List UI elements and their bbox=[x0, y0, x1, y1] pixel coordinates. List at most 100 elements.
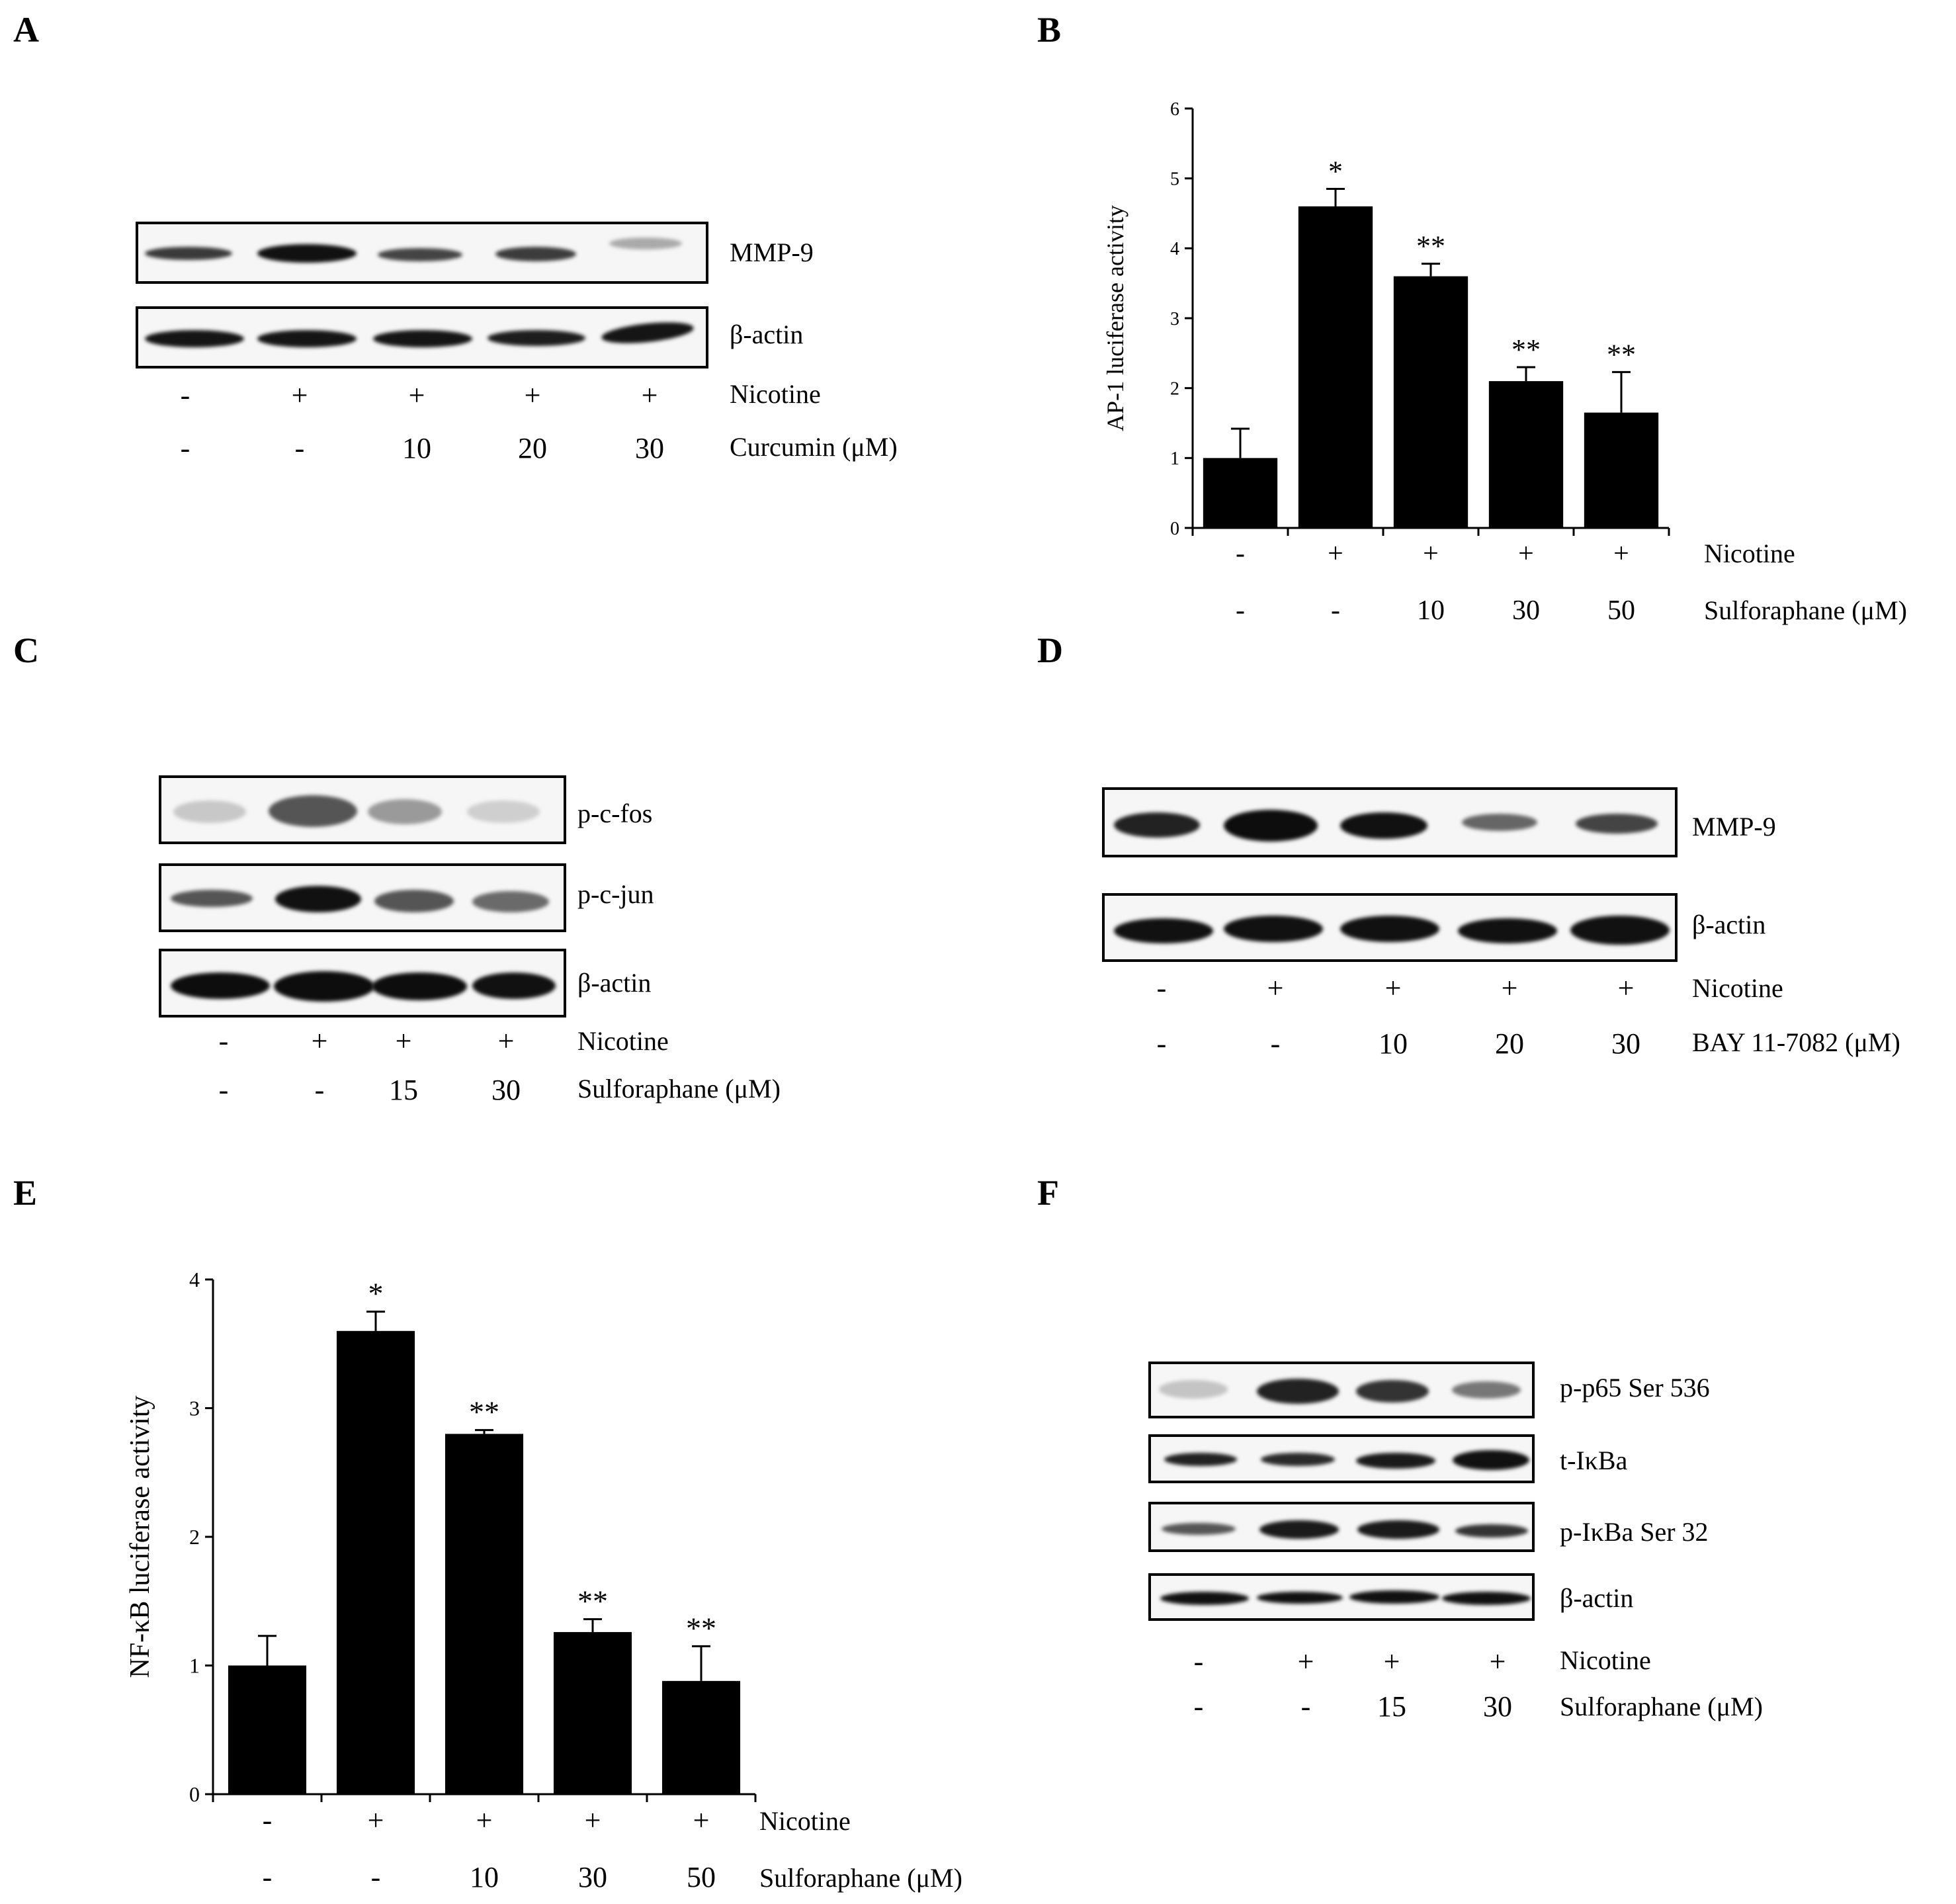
band bbox=[495, 247, 576, 261]
treat-cell: + bbox=[1518, 539, 1534, 569]
blot-c-pcfos bbox=[159, 775, 566, 844]
blot-f-pikba bbox=[1148, 1502, 1535, 1552]
treat-cell: - bbox=[263, 1861, 273, 1893]
panel-letter-f: F bbox=[1037, 1173, 1059, 1213]
blot-label: p-c-jun bbox=[577, 879, 654, 909]
band bbox=[1356, 1380, 1429, 1403]
treat-cell: + bbox=[1501, 972, 1518, 1004]
y-tick-label: 6 bbox=[1170, 99, 1179, 120]
treat-row-label: Nicotine bbox=[1704, 539, 1795, 568]
treat-cell: + bbox=[585, 1804, 601, 1837]
blot-f-actin bbox=[1148, 1573, 1535, 1621]
band bbox=[472, 973, 556, 999]
treat-cell: 30 bbox=[491, 1074, 521, 1106]
treat-cell: - bbox=[371, 1861, 381, 1893]
band bbox=[1261, 1453, 1335, 1466]
band bbox=[600, 318, 695, 347]
treat-cell: - bbox=[294, 432, 305, 464]
band bbox=[373, 330, 472, 347]
band bbox=[1357, 1520, 1439, 1539]
significance-label: ** bbox=[1511, 333, 1541, 366]
treat-row-label: Sulforaphane (μM) bbox=[759, 1863, 962, 1893]
treat-cell: - bbox=[180, 379, 191, 411]
treat-cell: 30 bbox=[635, 432, 664, 464]
y-tick-label: 4 bbox=[1170, 239, 1179, 259]
band bbox=[173, 801, 246, 823]
blot-a-mmp9 bbox=[136, 222, 708, 284]
blot-label: t-IκBa bbox=[1560, 1446, 1628, 1475]
treat-cell: 30 bbox=[578, 1861, 607, 1893]
blot-label: β-actin bbox=[1560, 1583, 1634, 1613]
band bbox=[1159, 1380, 1228, 1399]
treat-cell: - bbox=[1300, 1690, 1311, 1723]
band bbox=[1257, 1592, 1343, 1604]
treat-row-label: Sulforaphane (μM) bbox=[577, 1074, 781, 1103]
band bbox=[1224, 810, 1318, 842]
treat-cell: 15 bbox=[1377, 1690, 1406, 1723]
band bbox=[374, 890, 454, 912]
treat-cell: + bbox=[395, 1025, 412, 1057]
treat-cell: 20 bbox=[1495, 1027, 1524, 1060]
band bbox=[1442, 1592, 1531, 1605]
y-tick-label: 5 bbox=[1170, 169, 1179, 189]
treat-cell: - bbox=[1270, 1027, 1281, 1060]
band bbox=[1114, 918, 1213, 943]
treat-cell: - bbox=[314, 1074, 325, 1106]
treat-row-label: Nicotine bbox=[1692, 973, 1783, 1003]
band bbox=[145, 330, 244, 347]
treat-row-label: Curcumin (μM) bbox=[730, 432, 898, 462]
treat-cell: 10 bbox=[402, 432, 431, 464]
treat-cell: + bbox=[476, 1804, 493, 1837]
bar bbox=[445, 1434, 524, 1794]
treat-cell: - bbox=[218, 1074, 229, 1106]
panel-letter-a: A bbox=[13, 10, 39, 50]
treat-cell: 30 bbox=[1512, 595, 1540, 626]
bar bbox=[553, 1631, 632, 1794]
significance-label: ** bbox=[1607, 338, 1636, 370]
blot-label: β-actin bbox=[577, 968, 652, 998]
blot-d-mmp9 bbox=[1102, 787, 1678, 857]
band bbox=[1356, 1453, 1435, 1469]
treat-cell: - bbox=[1236, 595, 1245, 626]
treat-cell: - bbox=[1156, 972, 1167, 1004]
treat-row-label: Nicotine bbox=[577, 1026, 669, 1056]
treat-cell: + bbox=[408, 379, 425, 411]
y-tick-label: 1 bbox=[1170, 449, 1179, 469]
bar bbox=[1488, 381, 1564, 528]
band bbox=[378, 248, 462, 261]
treat-cell: + bbox=[1489, 1645, 1506, 1678]
y-tick-label: 3 bbox=[189, 1397, 200, 1420]
treat-cell: + bbox=[1383, 1645, 1400, 1678]
significance-label: ** bbox=[1416, 230, 1445, 263]
bar bbox=[336, 1330, 415, 1794]
treat-cell: 20 bbox=[518, 432, 547, 464]
band bbox=[1349, 1590, 1439, 1604]
treat-cell: 10 bbox=[1417, 595, 1445, 626]
band bbox=[1576, 814, 1658, 834]
treat-cell: + bbox=[1384, 972, 1402, 1004]
treat-cell: + bbox=[1267, 972, 1284, 1004]
blot-label: p-IκBa Ser 32 bbox=[1560, 1517, 1709, 1547]
panel-letter-c: C bbox=[13, 630, 39, 670]
band bbox=[372, 973, 467, 1000]
band bbox=[1453, 1450, 1529, 1470]
treat-cell: 50 bbox=[687, 1861, 716, 1893]
blot-f-tikba bbox=[1148, 1434, 1535, 1483]
band bbox=[145, 247, 232, 260]
treat-cell: + bbox=[1613, 539, 1629, 569]
treat-cell: 30 bbox=[1611, 1027, 1640, 1060]
bar bbox=[1298, 206, 1373, 528]
bar bbox=[661, 1680, 741, 1794]
band bbox=[609, 238, 682, 249]
band bbox=[171, 973, 270, 999]
treat-cell: + bbox=[311, 1025, 328, 1057]
band bbox=[488, 330, 585, 346]
band bbox=[274, 971, 374, 1002]
treat-cell: + bbox=[1328, 539, 1343, 569]
blot-label: p-p65 Ser 536 bbox=[1560, 1373, 1710, 1403]
treat-cell: - bbox=[1331, 595, 1340, 626]
band bbox=[171, 890, 253, 907]
treat-cell: + bbox=[291, 379, 308, 411]
y-tick-label: 3 bbox=[1170, 309, 1179, 329]
blot-c-pcjun bbox=[159, 863, 566, 932]
